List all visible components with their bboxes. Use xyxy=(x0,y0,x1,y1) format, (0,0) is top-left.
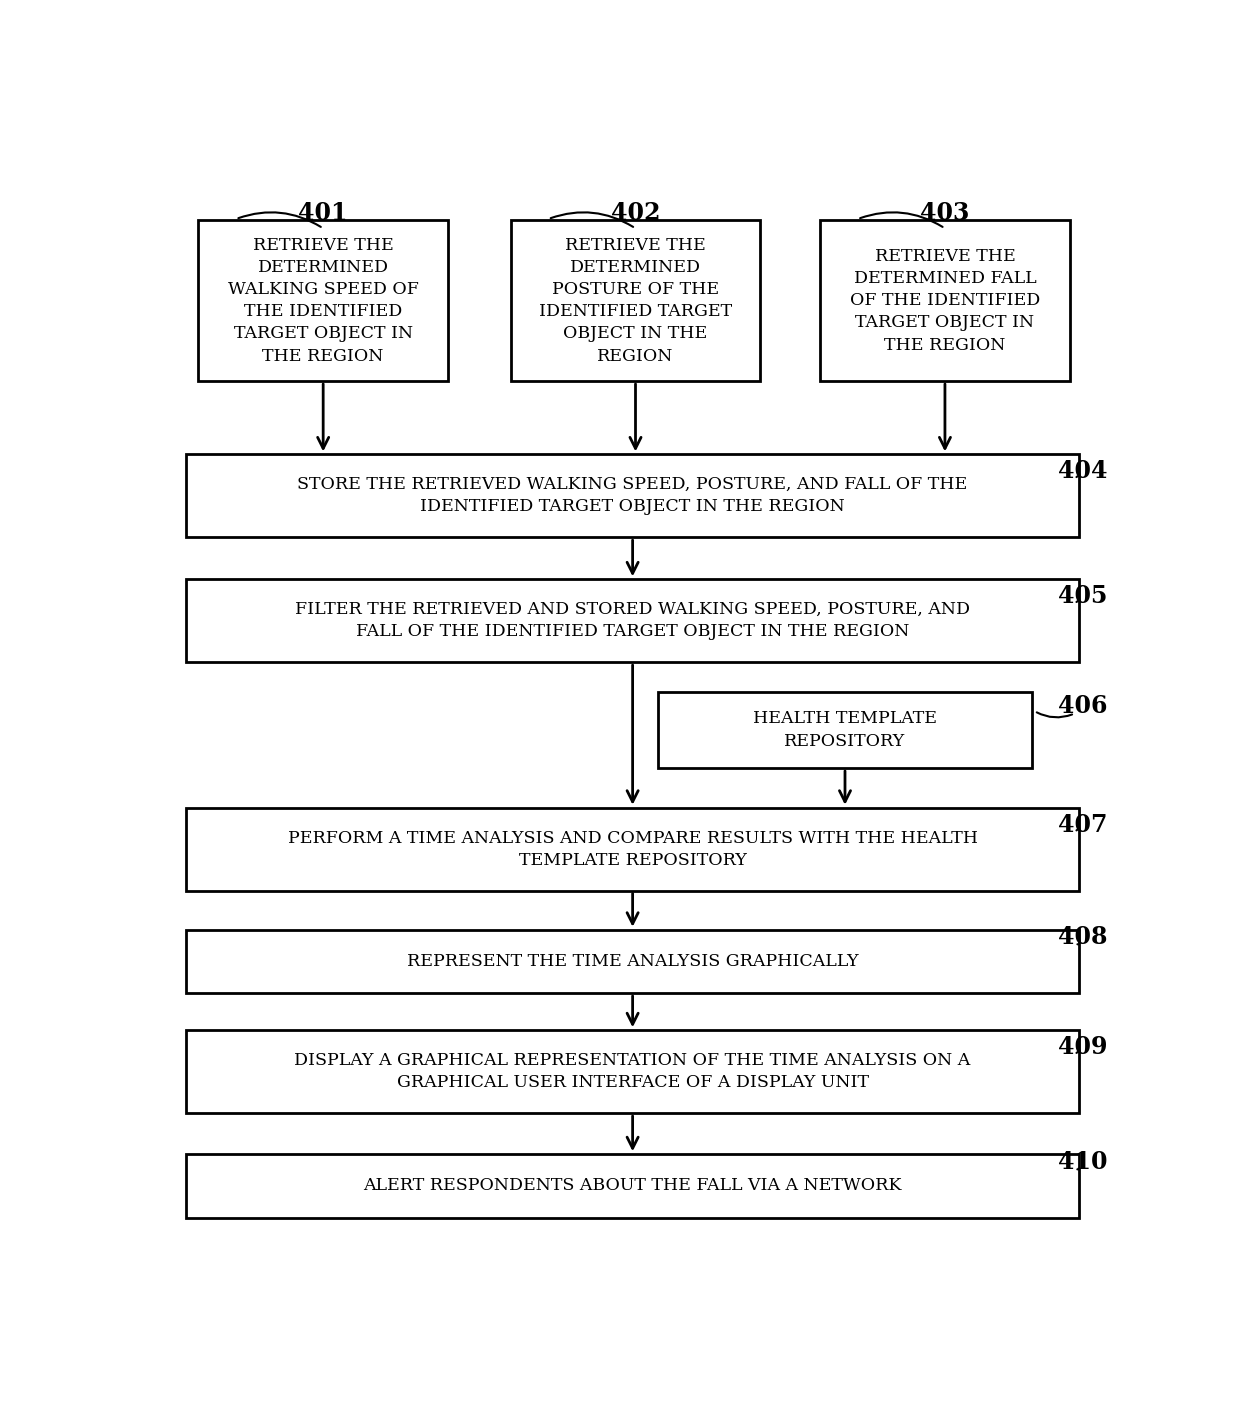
FancyBboxPatch shape xyxy=(511,219,760,381)
Text: FILTER THE RETRIEVED AND STORED WALKING SPEED, POSTURE, AND
FALL OF THE IDENTIFI: FILTER THE RETRIEVED AND STORED WALKING … xyxy=(295,601,970,640)
Text: REPRESENT THE TIME ANALYSIS GRAPHICALLY: REPRESENT THE TIME ANALYSIS GRAPHICALLY xyxy=(407,953,858,969)
Text: 410: 410 xyxy=(1058,1151,1107,1175)
Text: 401: 401 xyxy=(299,201,348,225)
Text: RETRIEVE THE
DETERMINED FALL
OF THE IDENTIFIED
TARGET OBJECT IN
THE REGION: RETRIEVE THE DETERMINED FALL OF THE IDEN… xyxy=(849,248,1040,353)
FancyBboxPatch shape xyxy=(186,808,1080,891)
FancyBboxPatch shape xyxy=(186,930,1080,993)
FancyBboxPatch shape xyxy=(186,454,1080,537)
Text: 405: 405 xyxy=(1058,584,1107,608)
Text: PERFORM A TIME ANALYSIS AND COMPARE RESULTS WITH THE HEALTH
TEMPLATE REPOSITORY: PERFORM A TIME ANALYSIS AND COMPARE RESU… xyxy=(288,830,977,868)
Text: 402: 402 xyxy=(611,201,660,225)
FancyBboxPatch shape xyxy=(657,692,1033,768)
Text: HEALTH TEMPLATE
REPOSITORY: HEALTH TEMPLATE REPOSITORY xyxy=(753,711,937,750)
FancyBboxPatch shape xyxy=(186,1030,1080,1113)
Text: 409: 409 xyxy=(1058,1036,1107,1059)
FancyBboxPatch shape xyxy=(198,219,448,381)
Text: STORE THE RETRIEVED WALKING SPEED, POSTURE, AND FALL OF THE
IDENTIFIED TARGET OB: STORE THE RETRIEVED WALKING SPEED, POSTU… xyxy=(298,476,967,515)
Text: ALERT RESPONDENTS ABOUT THE FALL VIA A NETWORK: ALERT RESPONDENTS ABOUT THE FALL VIA A N… xyxy=(363,1178,901,1195)
Text: RETRIEVE THE
DETERMINED
POSTURE OF THE
IDENTIFIED TARGET
OBJECT IN THE
REGION: RETRIEVE THE DETERMINED POSTURE OF THE I… xyxy=(539,236,732,364)
Text: DISPLAY A GRAPHICAL REPRESENTATION OF THE TIME ANALYSIS ON A
GRAPHICAL USER INTE: DISPLAY A GRAPHICAL REPRESENTATION OF TH… xyxy=(294,1052,971,1092)
Text: 404: 404 xyxy=(1058,460,1107,484)
Text: 406: 406 xyxy=(1058,694,1107,718)
FancyBboxPatch shape xyxy=(820,219,1070,381)
Text: RETRIEVE THE
DETERMINED
WALKING SPEED OF
THE IDENTIFIED
TARGET OBJECT IN
THE REG: RETRIEVE THE DETERMINED WALKING SPEED OF… xyxy=(228,236,419,364)
Text: 403: 403 xyxy=(920,201,970,225)
Text: 408: 408 xyxy=(1058,924,1107,948)
FancyBboxPatch shape xyxy=(186,580,1080,663)
FancyBboxPatch shape xyxy=(186,1154,1080,1217)
Text: 407: 407 xyxy=(1058,813,1107,837)
